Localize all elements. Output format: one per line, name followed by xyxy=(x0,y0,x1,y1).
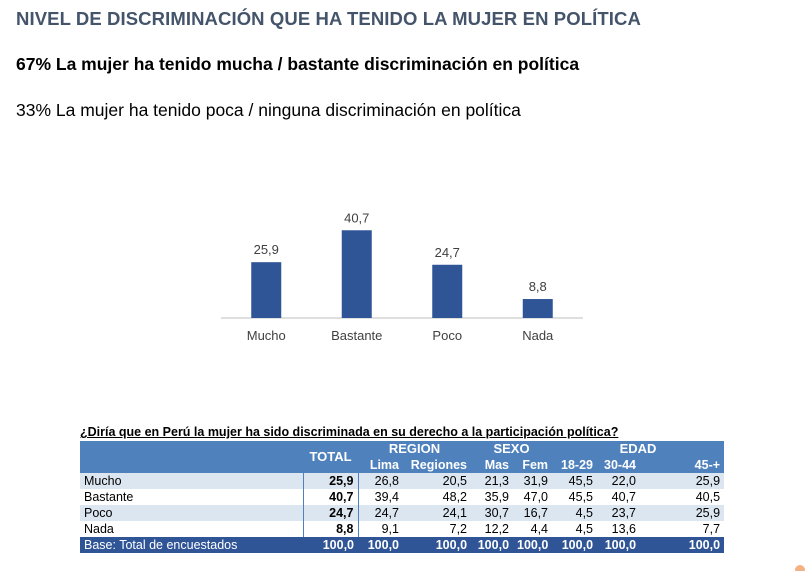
bar-nada xyxy=(522,299,553,318)
table-header-row: TOTAL REGION SEXO EDAD xyxy=(80,441,725,473)
bar-chart: 25,9 Mucho 40,7 Bastante 24,7 Poco 8,8 Nada xyxy=(221,210,583,343)
header-blank xyxy=(80,441,303,473)
bar-bastante xyxy=(341,230,372,318)
header-total: TOTAL xyxy=(303,441,358,473)
value-cell: 35,9 xyxy=(484,490,510,504)
value-cell: 31,9 xyxy=(513,473,553,489)
page-title: NIVEL DE DISCRIMINACIÓN QUE HA TENIDO LA… xyxy=(16,8,641,29)
subheader-cell: 30-44 xyxy=(597,457,641,473)
total-cell: 24,7 xyxy=(302,505,359,521)
header-edad: EDAD xyxy=(552,441,725,457)
table-row: Poco 24,7 24,7 24,1 30,7 16,7 4,5 23,7 25,9 xyxy=(80,505,725,521)
data-label-mucho: 25,9 xyxy=(254,242,279,257)
base-label: Base: Total de encuestados xyxy=(80,537,303,553)
value-cell: 24,1 xyxy=(403,505,472,521)
value-cell: 40,5 xyxy=(695,490,721,504)
value-cell: 16,7 xyxy=(513,505,553,521)
subheader-cell: Lima xyxy=(358,457,403,473)
bar-mucho xyxy=(251,262,282,318)
base-value-cell: 100,0 xyxy=(403,537,472,553)
value-cell: 21,3 xyxy=(471,473,514,489)
table-row: Nada 8,8 9,1 7,2 12,2 4,4 4,5 13,6 7,7 xyxy=(80,521,724,537)
header-region: REGION xyxy=(358,441,472,457)
row-label: Bastante xyxy=(84,490,134,504)
value-cell: 48,2 xyxy=(442,490,468,504)
value-cell: 7,7 xyxy=(702,522,721,536)
subheader-cell: 18-29 xyxy=(552,457,598,473)
value-cell: 22,0 xyxy=(597,473,641,489)
table-row: Mucho 25,9 26,8 20,5 21,3 31,9 45,5 22,0 25,9 xyxy=(80,473,725,489)
row-label: Mucho xyxy=(80,473,303,489)
value-cell: 47,0 xyxy=(523,490,549,504)
base-value-cell: 100,0 xyxy=(358,537,403,553)
value-cell: 4,4 xyxy=(530,522,549,536)
table-question: ¿Diría que en Perú la mujer ha sido disc… xyxy=(80,425,619,439)
value-cell: 4,5 xyxy=(552,505,598,521)
subheader-cell: Mas xyxy=(471,457,514,473)
summary-low-discrimination: 33% La mujer ha tenido poca / ninguna di… xyxy=(16,100,521,120)
row-label: Nada xyxy=(84,522,114,536)
data-label-bastante: 40,7 xyxy=(344,210,369,225)
data-label-poco: 24,7 xyxy=(435,245,460,260)
value-cell: 4,5 xyxy=(575,522,594,536)
value-cell: 25,9 xyxy=(640,473,725,489)
value-cell: 39,4 xyxy=(374,490,399,504)
total-cell: 40,7 xyxy=(302,489,359,505)
bar-poco xyxy=(432,264,463,318)
subheader-cell: Regiones xyxy=(403,457,472,473)
value-cell: 12,2 xyxy=(484,522,510,536)
subheader-cell: Fem xyxy=(513,457,553,473)
base-value-cell: 100,0 xyxy=(640,537,725,553)
value-cell: 26,8 xyxy=(358,473,403,489)
summary-high-discrimination: 67% La mujer ha tenido mucha / bastante … xyxy=(16,54,580,74)
base-row: Base: Total de encuestados 100,0 100,0 100,… xyxy=(80,537,725,553)
table-body: Mucho 25,9 26,8 20,5 21,3 31,9 45,5 22,0 25,9 Bas… xyxy=(80,473,725,537)
value-cell: 40,7 xyxy=(611,490,637,504)
category-label-nada: Nada xyxy=(522,328,554,343)
value-cell: 23,7 xyxy=(597,505,641,521)
category-label-mucho: Mucho xyxy=(247,328,286,343)
row-label: Poco xyxy=(80,505,303,521)
value-cell: 7,2 xyxy=(449,522,468,536)
category-label-bastante: Bastante xyxy=(331,328,382,343)
base-value-cell: 100,0 xyxy=(552,537,598,553)
base-value-cell: 100,0 xyxy=(597,537,641,553)
total-cell: 25,9 xyxy=(302,473,359,489)
base-value-cell: 100,0 xyxy=(513,537,553,553)
table-subheader-row: Lima Regiones Mas Fem 18-29 30-44 45-+ xyxy=(80,457,725,473)
base-total-cell: 100,0 xyxy=(303,537,358,553)
value-cell: 30,7 xyxy=(471,505,514,521)
value-cell: 45,5 xyxy=(568,490,594,504)
table-row: Bastante 40,7 39,4 48,2 35,9 47,0 45,5 40,7 40,5 xyxy=(80,489,724,505)
header-sexo: SEXO xyxy=(471,441,553,457)
crosstab-table: TOTAL REGION SEXO EDAD Lima Regiones Mas Fe… xyxy=(80,441,725,553)
value-cell: 24,7 xyxy=(358,505,403,521)
value-cell: 20,5 xyxy=(403,473,472,489)
total-cell: 8,8 xyxy=(302,521,359,537)
value-cell: 45,5 xyxy=(552,473,598,489)
category-label-poco: Poco xyxy=(432,328,462,343)
value-cell: 25,9 xyxy=(640,505,725,521)
value-cell: 13,6 xyxy=(611,522,637,536)
decorative-dot xyxy=(795,565,805,571)
data-label-nada: 8,8 xyxy=(529,279,547,294)
base-value-cell: 100,0 xyxy=(471,537,514,553)
value-cell: 9,1 xyxy=(381,522,399,536)
subheader-cell: 45-+ xyxy=(640,457,725,473)
